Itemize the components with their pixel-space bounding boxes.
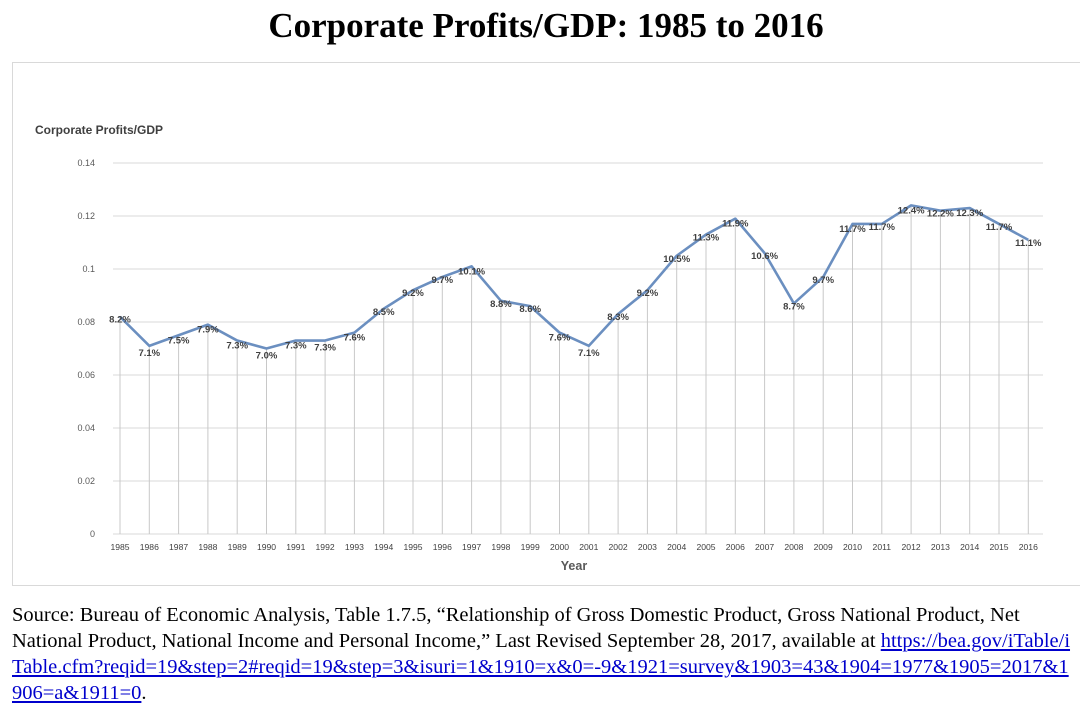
x-tick-label: 2008 [784,542,803,552]
data-label: 7.6% [549,333,571,344]
data-label: 7.1% [578,348,600,359]
data-label: 10.5% [663,254,690,265]
source-text: Source: Bureau of Economic Analysis, Tab… [12,604,1020,652]
data-label: 9.7% [431,275,453,286]
data-label: 7.3% [285,341,307,352]
data-label: 11.7% [839,224,866,235]
gridlines [113,162,1043,535]
source-end: . [141,682,147,704]
x-tick-label: 1987 [169,542,188,552]
x-tick-label: 2001 [579,542,598,552]
data-label: 9.2% [402,288,424,299]
x-tick-label: 1989 [228,542,247,552]
data-label: 7.1% [138,348,160,359]
x-tick-label: 1991 [286,542,305,552]
y-tick-label: 0.02 [77,476,95,486]
source-link[interactable]: https://bea.gov/iTable/iTable.cfm?reqid=… [12,630,1071,704]
data-label: 7.6% [344,333,366,344]
x-tick-label: 1995 [403,542,422,552]
x-tick-label: 2014 [960,542,979,552]
drop-lines [119,205,1029,534]
data-label: 8.5% [373,307,395,318]
data-label: 11.1% [1015,238,1042,249]
data-label: 7.9% [197,325,219,336]
data-label: 11.7% [869,222,896,233]
data-label: 10.6% [751,251,778,262]
x-axis-title: Year [561,559,588,573]
x-tick-label: 1996 [433,542,452,552]
chart-title: Corporate Profits/GDP [35,123,163,137]
page-title: Corporate Profits/GDP: 1985 to 2016 [268,6,824,45]
chart-area: 0 0.02 0.04 0.06 0.08 0.1 0.12 0.14 1985 1986 198… [12,62,1080,586]
data-label: 11.7% [986,222,1013,233]
source-citation: Source: Bureau of Economic Analysis, Tab… [12,602,1074,706]
data-label: 7.3% [314,343,336,354]
data-label: 12.4% [898,205,925,216]
x-tick-label: 2002 [609,542,628,552]
y-tick-label: 0 [90,529,95,539]
data-label: 12.2% [927,209,954,220]
x-tick-label: 2011 [873,542,892,552]
x-tick-label: 1986 [140,542,159,552]
data-label: 11.9% [722,219,749,230]
y-tick-label: 0.14 [77,158,95,168]
data-labels: 8.2% 7.1% 7.5% 7.9% 7.3% 7.0% 7.3% 7.3% 7.6% 8.5%… [109,205,1042,361]
data-label: 8.3% [607,312,629,323]
y-tick-label: 0.1 [82,264,95,274]
data-label: 12.3% [956,208,983,219]
x-tick-label: 2009 [814,542,833,552]
x-tick-label: 1988 [198,542,217,552]
data-label: 8.6% [519,304,541,315]
data-label: 9.2% [637,288,659,299]
data-label: 9.7% [812,275,834,286]
data-label: 7.5% [168,335,190,346]
x-tick-label: 1999 [521,542,540,552]
data-label: 7.3% [226,341,248,352]
line-chart: 00.020.040.060.080.10.120.14 1985 1986 198… [35,123,1043,573]
x-tick-label: 2004 [667,542,686,552]
y-axis-ticks: 0 0.02 0.04 0.06 0.08 0.1 0.12 0.14 [77,158,95,539]
x-tick-label: 2012 [902,542,921,552]
x-tick-label: 1997 [462,542,481,552]
x-tick-label: 2016 [1019,542,1038,552]
x-tick-label: 2006 [726,542,745,552]
x-tick-label: 1994 [374,542,393,552]
data-label: 10.1% [458,266,485,277]
data-label: 7.0% [256,351,278,362]
x-tick-label: 2015 [989,542,1008,552]
x-tick-label: 2013 [931,542,950,552]
series-line [119,204,1029,350]
x-tick-label: 1990 [257,542,276,552]
data-label: 11.3% [693,233,720,244]
x-tick-label: 2000 [550,542,569,552]
data-label: 8.8% [490,299,512,310]
x-tick-label: 2003 [638,542,657,552]
x-tick-label: 1985 [110,542,129,552]
x-tick-label: 2005 [696,542,715,552]
x-tick-label: 2010 [843,542,862,552]
y-tick-label: 0.08 [77,317,95,327]
y-tick-label: 0.12 [77,211,95,221]
x-tick-label: 2007 [755,542,774,552]
data-label: 8.7% [783,301,805,312]
y-tick-label: 0.04 [77,423,95,433]
x-tick-label: 1992 [316,542,335,552]
x-axis-ticks: 1985 1986 1987 1988 1989 1990 1991 1992 1993 1994… [110,542,1038,552]
x-tick-label: 1998 [491,542,510,552]
x-tick-label: 1993 [345,542,364,552]
y-tick-label: 0.06 [77,370,95,380]
data-label: 8.2% [109,315,131,326]
